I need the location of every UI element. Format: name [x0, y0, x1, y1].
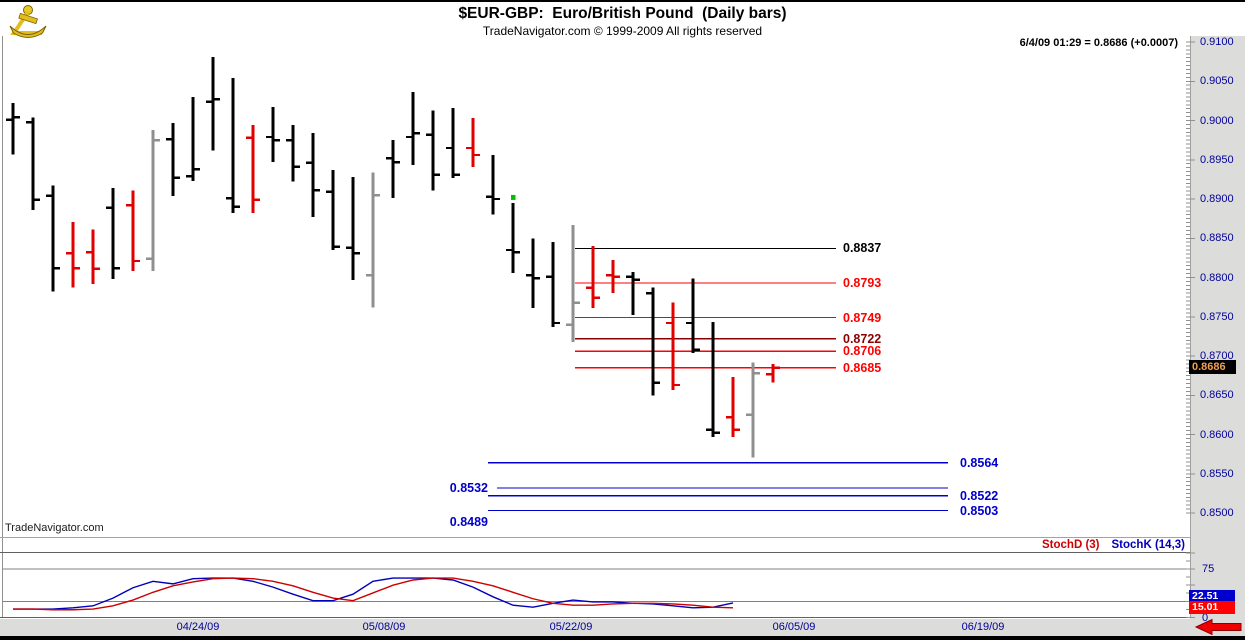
chart-right-border — [1190, 36, 1191, 618]
stochk-value-badge: 22.51 — [1189, 590, 1235, 602]
stochd-value-badge: 15.01 — [1189, 601, 1235, 614]
stoch-pane-bottom-border — [0, 617, 1190, 618]
current-price-badge: 0.8686 — [1189, 360, 1236, 374]
scroll-left-arrow-icon[interactable] — [1194, 616, 1244, 638]
indicator-legend: StochD (3) StochK (14,3) — [1042, 539, 1185, 551]
green-marker-dot — [511, 194, 516, 200]
tradenavigator-logo-icon — [9, 5, 47, 38]
stoch-pane-top-border — [0, 552, 1190, 553]
stochd-legend-label: StochD (3) — [1042, 539, 1100, 551]
stoch-d-line — [13, 577, 734, 611]
stochk-legend-label: StochK (14,3) — [1111, 539, 1186, 551]
chart-title: $EUR-GBP: Euro/British Pound (Daily bars… — [458, 5, 787, 22]
copyright-subtitle: TradeNavigator.com © 1999-2009 All right… — [482, 24, 763, 38]
watermark: TradeNavigator.com — [5, 522, 104, 534]
date-axis-strip — [0, 619, 1245, 636]
stoch-k-line — [13, 577, 734, 610]
price-axis-gutter — [1190, 36, 1245, 619]
pane-divider — [0, 537, 1190, 538]
window-top-border — [0, 0, 1245, 2]
chart-left-border — [2, 36, 3, 618]
window-bottom-border — [0, 636, 1245, 640]
quote-readout: 6/4/09 01:29 = 0.8686 (+0.0007) — [1019, 37, 1178, 49]
